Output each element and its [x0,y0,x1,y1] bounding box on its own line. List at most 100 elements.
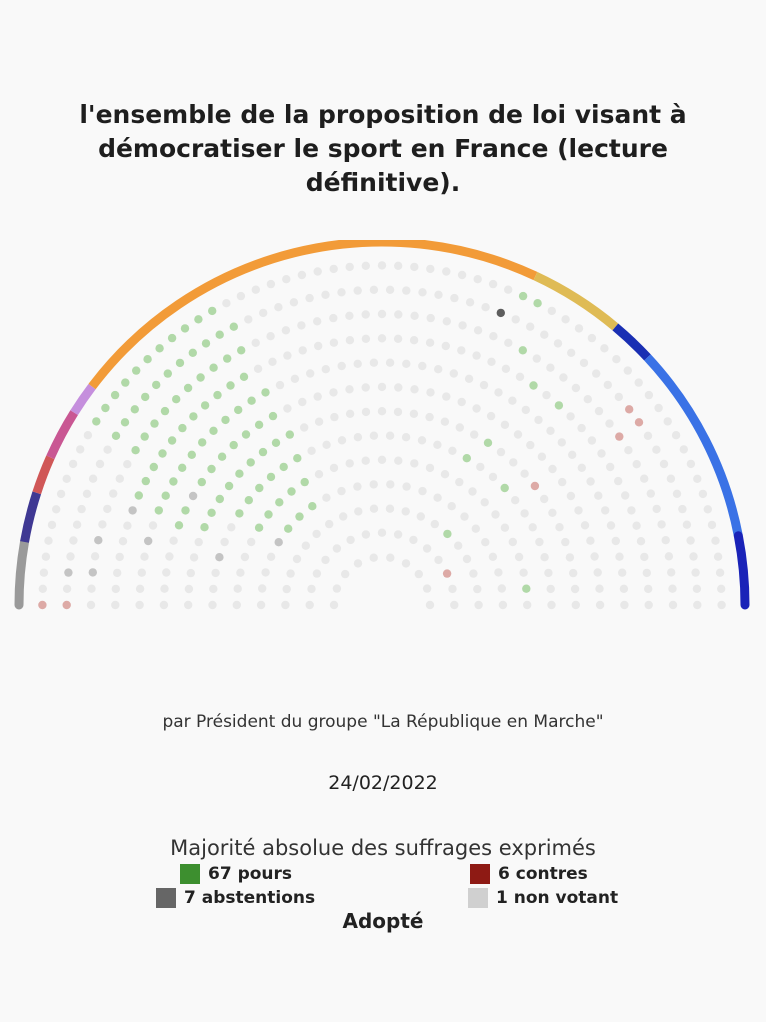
legend-contre-label: 6 contres [498,864,588,884]
seat-dot [247,537,256,547]
seat-dot [287,487,296,496]
seat-dot [668,600,678,610]
legend-pour-label: 67 pours [208,864,293,884]
seat-dot [500,420,510,429]
seat-dot [215,330,224,339]
seat-dot [83,431,93,440]
seat-dot [361,407,371,417]
seat-dot [361,261,370,270]
seat-dot [401,559,411,568]
seat-dot [76,445,85,454]
seat-dot [416,512,425,521]
seat-dot [187,450,196,459]
seat-dot [644,584,653,594]
seat-dot [606,462,615,472]
seat-dot [473,584,482,594]
seat-dot [497,584,506,593]
seat-dot [41,552,51,561]
seat-dot [671,431,681,440]
seat-dot [94,536,103,545]
seat-dot [264,510,273,519]
seat-dot [244,315,253,324]
seat-dot [169,536,178,545]
seat-dot [494,568,503,577]
seat-dot [634,378,643,387]
seat-dot [476,462,485,472]
seat-dot [624,446,633,455]
seat-dot [256,600,266,610]
seat-dot [605,419,614,428]
seat-dot [52,505,61,514]
seat-dot [500,483,509,493]
seat-dot [652,445,661,454]
seat-dot [68,459,78,469]
seat-dot [417,436,427,445]
seat-dot [134,491,143,500]
seat-dot [240,552,250,562]
seat-dot [511,496,520,505]
seat-dot [568,450,577,459]
seat-dot [345,409,355,418]
seat-dot [369,504,379,513]
vote-result: Adopté [342,909,424,933]
seat-dot [619,584,629,593]
seat-dot [301,541,310,550]
group-arc-segment [46,410,78,460]
seat-dot [394,310,403,319]
seat-dot [496,308,505,318]
seat-dot [290,374,300,383]
seat-dot [644,600,653,610]
seat-dot [141,476,150,486]
seat-dot [297,270,307,280]
seat-dot [385,358,395,367]
seat-dot [547,306,556,316]
seat-dot [113,568,122,578]
seat-dot [47,520,57,530]
seat-dot [566,491,576,501]
seat-dot [284,524,293,533]
seat-dot [144,536,153,546]
seat-dot [594,406,604,416]
seat-dot [526,440,535,450]
seat-dot [501,364,511,373]
seat-dot [547,600,556,610]
seat-dot [268,357,277,366]
seat-dot [345,311,354,320]
seat-dot [283,404,292,413]
legend-contre-swatch [470,864,490,884]
seat-dot [92,417,101,426]
seat-dot [312,569,322,578]
seat-dot [200,401,210,410]
seat-dot [329,463,339,473]
seat-dot [472,351,481,360]
seat-dot [159,600,169,610]
seat-dot [441,341,450,351]
seat-dot [165,552,174,561]
seat-dot [603,380,612,390]
seat-dot [425,412,434,422]
seat-dot [98,520,107,529]
seat-dot [226,381,235,390]
seat-dot [565,553,575,562]
seat-dot [659,459,669,469]
seat-dot [557,438,566,447]
seat-dot [634,418,644,427]
seat-dot [450,600,459,610]
seat-dot [433,493,442,502]
legend-abstention-swatch [156,888,176,908]
seat-dot [385,285,395,294]
seat-dot [483,438,493,447]
seat-dot [654,403,663,413]
seat-dot [66,552,75,561]
seat-dot [486,411,496,421]
seat-dot [150,419,159,428]
seat-dot [325,519,334,529]
seat-dot [464,374,474,383]
seat-dot [120,418,130,427]
seat-dot [521,405,530,415]
seat-dot [533,299,542,308]
seat-dot [570,584,580,594]
seat-dot [158,449,167,458]
seat-dot [361,530,371,539]
seat-dot [554,401,564,410]
